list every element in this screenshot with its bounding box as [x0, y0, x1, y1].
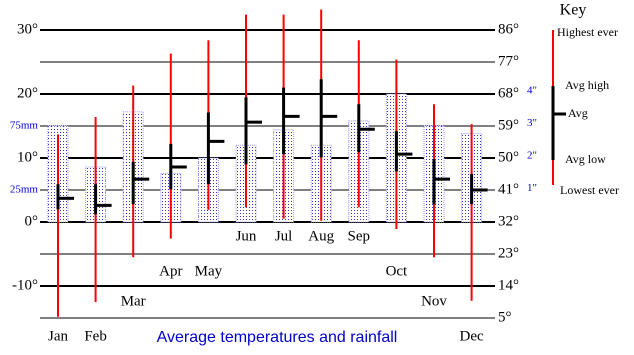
legend-title: Key [560, 2, 587, 19]
month-label: Mar [121, 293, 146, 309]
y3-tick-label: 50° [498, 149, 519, 165]
month-label: Feb [84, 328, 107, 344]
chart-title: Average temperatures and rainfall [157, 329, 398, 346]
legend-label: Avg high [565, 78, 609, 92]
y3-tick-label: 32° [498, 213, 519, 229]
y3-tick-label: 14° [498, 277, 519, 293]
month-label: Jun [236, 228, 257, 244]
y3-tick-label: 5° [498, 309, 512, 325]
y2-inch-tick-label: 2" [527, 150, 537, 162]
y3-tick-label: 68° [498, 85, 519, 101]
y-tick-label: -10° [12, 277, 38, 293]
legend-label: Avg low [565, 152, 606, 166]
y2-tick-label: 25mm [10, 184, 39, 196]
y3-tick-label: 77° [498, 53, 519, 69]
month-label: Nov [421, 293, 447, 309]
y2-inch-tick-label: 1" [527, 182, 537, 194]
y-tick-label: 10° [17, 149, 38, 165]
month-label: Aug [308, 228, 334, 244]
y-tick-label: 0° [25, 213, 39, 229]
legend-label: Avg [568, 106, 588, 120]
legend-label: Highest ever [557, 25, 618, 39]
legend-label: Lowest ever [560, 183, 619, 197]
y2-inch-tick-label: 3" [527, 117, 537, 129]
y3-tick-label: 23° [498, 245, 519, 261]
y-tick-label: 20° [17, 85, 38, 101]
month-label: Sep [348, 228, 371, 244]
month-label: Jul [275, 228, 293, 244]
y3-tick-label: 59° [498, 117, 519, 133]
y3-tick-label: 41° [498, 181, 519, 197]
month-label: Oct [386, 263, 408, 279]
y3-tick-label: 86° [498, 21, 519, 37]
month-label: Apr [159, 263, 182, 279]
y2-tick-label: 75mm [10, 120, 39, 132]
month-label: Jan [48, 328, 68, 344]
y-tick-label: 30° [17, 21, 38, 37]
month-label: May [195, 263, 223, 279]
month-label: Dec [460, 328, 484, 344]
y2-inch-tick-label: 4" [527, 84, 537, 96]
